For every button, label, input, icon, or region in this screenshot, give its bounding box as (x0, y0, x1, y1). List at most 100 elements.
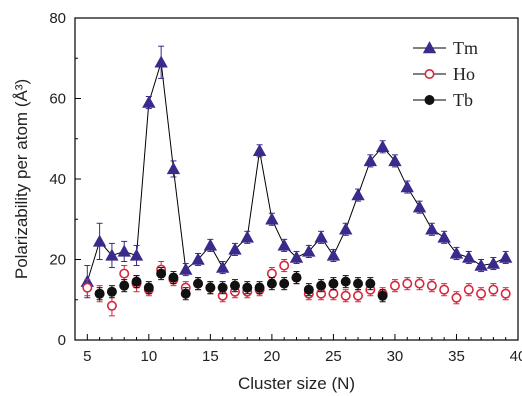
legend-tm-marker (422, 41, 437, 54)
series-ho-point (439, 284, 450, 295)
series-tm-point (400, 180, 414, 193)
series-tm-point (302, 244, 316, 257)
series-tm-point (154, 55, 168, 68)
series-tm-point (388, 154, 402, 167)
data-series (80, 45, 513, 317)
x-tick-label: 15 (202, 348, 219, 365)
series-tb (94, 267, 388, 303)
series-tb-point (340, 276, 351, 287)
x-tick-label: 5 (83, 348, 91, 365)
series-tb-point (94, 288, 105, 299)
series-ho-point (328, 288, 339, 299)
series-tm-point (351, 188, 365, 201)
series-tm-point (486, 256, 501, 269)
series-tm-point (117, 244, 131, 257)
series-tb-point (119, 280, 130, 291)
x-axis-title: Cluster size (N) (238, 374, 355, 393)
series-tb-point (143, 282, 154, 293)
y-tick-label: 40 (49, 171, 66, 188)
series-tb-point (291, 272, 302, 283)
y-tick-label: 80 (49, 10, 66, 27)
legend-tm-label: Tm (453, 38, 478, 58)
series-ho-point (488, 284, 499, 295)
x-tick-label: 25 (325, 348, 342, 365)
series-tm-point (191, 252, 205, 265)
x-tick-label: 40 (510, 348, 522, 365)
legend-ho-marker (424, 69, 435, 80)
series-tm-point (499, 250, 513, 263)
series-tm (80, 45, 513, 299)
x-tick-label: 10 (140, 348, 157, 365)
series-ho-point (451, 292, 462, 303)
series-tm-point (339, 222, 353, 235)
series-ho-point (279, 260, 290, 271)
series-tb-point (316, 280, 327, 291)
series-tb-point (193, 278, 204, 289)
series-tm-point (425, 222, 439, 235)
series-ho-point (82, 282, 93, 293)
y-tick-label: 60 (49, 91, 66, 108)
series-ho-point (119, 268, 130, 279)
series-tb-point (279, 278, 290, 289)
series-ho-point (402, 278, 413, 289)
series-tb-point (303, 284, 314, 295)
series-tm-point (215, 260, 230, 273)
series-tm-point (252, 144, 267, 157)
series-ho-point (414, 278, 425, 289)
series-tb-point (377, 290, 388, 301)
series-tm-point (203, 238, 218, 251)
x-tick-label: 30 (387, 348, 404, 365)
x-tick-label: 20 (264, 348, 281, 365)
series-ho-point (106, 300, 117, 311)
series-tm-point (474, 258, 488, 271)
series-tm-point (166, 162, 181, 175)
legend-tb-label: Tb (453, 90, 473, 110)
series-tb-point (353, 278, 364, 289)
series-tm-point (449, 246, 464, 259)
series-tb-point (205, 282, 216, 293)
series-tm-point (179, 262, 193, 275)
series-tm-point (277, 238, 291, 251)
series-tm-point (105, 248, 119, 261)
series-ho-point (426, 280, 437, 291)
series-tm-point (326, 248, 341, 261)
series-tm-point (92, 234, 107, 247)
y-tick-label: 20 (49, 252, 66, 269)
series-tb-point (242, 282, 253, 293)
series-tm-point (289, 250, 304, 263)
series-ho-point (389, 280, 400, 291)
series-tm-point (228, 242, 242, 255)
series-tb-point (131, 276, 142, 287)
series-tm-point (437, 230, 451, 243)
series-tm-point (142, 95, 156, 108)
series-ho-point (476, 288, 487, 299)
series-tb-point (217, 282, 228, 293)
series-tm-point (129, 248, 144, 261)
series-ho-point (340, 290, 351, 301)
series-tm-point (462, 250, 476, 263)
series-tb-point (365, 278, 376, 289)
series-ho-point (500, 288, 511, 299)
y-axis-title: Polarizability per atom (Å³) (12, 79, 31, 279)
y-tick-label: 0 (58, 332, 66, 349)
legend-tb-marker (424, 95, 435, 106)
series-tm-point (314, 230, 328, 243)
series-tb-point (254, 282, 265, 293)
series-tb-point (156, 268, 167, 279)
series-tm-point (363, 154, 378, 167)
series-tb-point (229, 280, 240, 291)
series-ho-point (266, 268, 277, 279)
series-tb-point (328, 278, 339, 289)
series-tm-point (240, 230, 254, 243)
series-tm-point (265, 212, 279, 225)
series-tm-point (412, 200, 427, 213)
series-ho-point (463, 284, 474, 295)
series-tm-point (375, 139, 390, 153)
series-tb-point (168, 272, 179, 283)
legend: Tm Ho Tb (413, 38, 478, 110)
axes: 5 10 15 20 25 30 35 40 0 20 40 60 80 (49, 10, 522, 365)
series-tb-point (180, 288, 191, 299)
series-ho-point (353, 290, 364, 301)
legend-ho-label: Ho (453, 64, 475, 84)
